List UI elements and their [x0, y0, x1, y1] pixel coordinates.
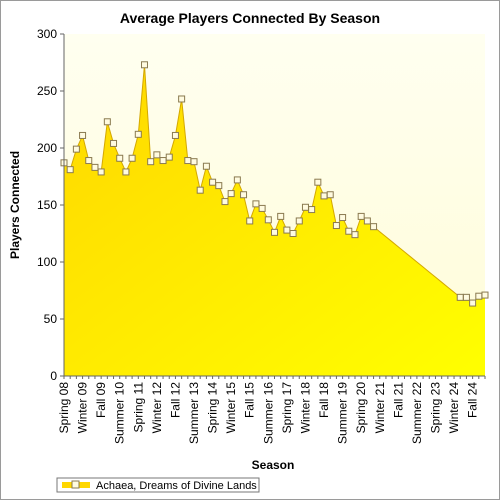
data-point — [357, 212, 365, 220]
data-point — [153, 151, 161, 159]
data-point — [103, 118, 111, 126]
y-tick-label: 200 — [37, 141, 57, 155]
data-point — [339, 214, 347, 222]
data-point — [456, 293, 464, 301]
y-tick-label: 50 — [44, 312, 58, 326]
data-point — [481, 291, 489, 299]
data-point — [227, 190, 235, 198]
x-tick-label: Fall 12 — [168, 382, 182, 418]
legend: Achaea, Dreams of Divine Lands — [56, 477, 260, 493]
chart-title: Average Players Connected By Season — [120, 10, 380, 26]
data-point — [258, 204, 266, 212]
legend-box — [56, 477, 260, 493]
data-point — [140, 61, 148, 69]
x-tick-label: Winter 12 — [150, 382, 164, 434]
data-point — [301, 203, 309, 211]
x-axis-ticks: Spring 08 Winter 09 Fall 09 Summer 10 Spring… — [57, 376, 486, 444]
data-point — [252, 200, 260, 208]
data-point — [66, 166, 74, 174]
data-point — [171, 131, 179, 139]
x-tick-label: Summer 13 — [187, 382, 201, 444]
x-tick-label: Fall 21 — [391, 382, 405, 418]
x-tick-label: Fall 09 — [94, 382, 108, 418]
data-point — [147, 158, 155, 166]
data-point — [240, 191, 248, 199]
data-point — [469, 299, 477, 307]
x-axis-title: Season — [252, 458, 295, 472]
data-point — [202, 162, 210, 170]
legend-label: Achaea, Dreams of Divine Lands — [96, 480, 257, 492]
data-point — [128, 154, 136, 162]
data-point — [277, 212, 285, 220]
data-point — [320, 192, 328, 200]
data-point — [190, 158, 198, 166]
data-point — [314, 178, 322, 186]
data-point — [332, 222, 340, 230]
data-point — [72, 145, 80, 153]
data-point — [134, 130, 142, 138]
data-point — [351, 231, 359, 239]
x-tick-label: Fall 18 — [317, 382, 331, 418]
x-tick-label: Winter 09 — [76, 382, 90, 434]
data-point — [97, 168, 105, 176]
data-point — [326, 191, 334, 199]
data-point — [159, 157, 167, 165]
data-point — [246, 217, 254, 225]
y-tick-label: 300 — [37, 27, 57, 41]
x-tick-label: Spring 20 — [354, 382, 368, 434]
data-point — [233, 176, 241, 184]
data-point — [110, 139, 118, 147]
x-tick-label: Spring 23 — [428, 382, 442, 434]
data-point — [221, 198, 229, 206]
data-point — [283, 226, 291, 234]
x-tick-label: Summer 10 — [113, 382, 127, 444]
x-tick-label: Summer 19 — [336, 382, 350, 444]
data-point — [308, 206, 316, 214]
data-point — [345, 227, 353, 235]
x-tick-label: Spring 14 — [206, 382, 220, 434]
data-point — [295, 217, 303, 225]
data-point — [363, 217, 371, 225]
data-point — [184, 157, 192, 165]
data-point — [264, 216, 272, 224]
y-tick-label: 100 — [37, 255, 57, 269]
x-tick-label: Spring 11 — [131, 382, 145, 433]
x-tick-label: Winter 21 — [373, 382, 387, 434]
data-point — [85, 157, 93, 165]
x-tick-label: Summer 16 — [261, 382, 275, 444]
legend-marker — [71, 480, 80, 489]
data-point — [370, 223, 378, 231]
y-axis-ticks: 0 50 100 150 200 250 300 — [37, 27, 64, 383]
series-markers — [60, 61, 489, 307]
data-point — [122, 168, 130, 176]
x-tick-label: Spring 08 — [57, 382, 71, 434]
data-point — [165, 153, 173, 161]
data-point — [209, 178, 217, 186]
x-tick-label: Fall 24 — [466, 382, 480, 418]
y-tick-label: 150 — [37, 198, 57, 212]
x-tick-label: Winter 15 — [224, 382, 238, 434]
data-point — [196, 186, 204, 194]
data-point — [79, 131, 87, 139]
data-point — [271, 228, 278, 236]
y-tick-label: 0 — [50, 369, 57, 383]
y-axis-title: Players Connected — [8, 151, 22, 259]
x-tick-label: Fall 15 — [243, 382, 257, 418]
x-tick-label: Spring 17 — [280, 382, 294, 434]
series-area — [64, 64, 485, 376]
x-tick-label: Summer 22 — [410, 382, 424, 444]
data-point — [289, 230, 297, 237]
y-tick-label: 250 — [37, 84, 57, 98]
data-point — [116, 154, 124, 162]
data-point — [91, 163, 99, 171]
data-point — [178, 95, 186, 103]
data-point — [462, 293, 470, 301]
x-tick-label: Winter 24 — [447, 382, 461, 434]
data-point — [475, 292, 483, 300]
x-tick-label: Winter 18 — [298, 382, 312, 434]
data-point — [215, 182, 223, 190]
